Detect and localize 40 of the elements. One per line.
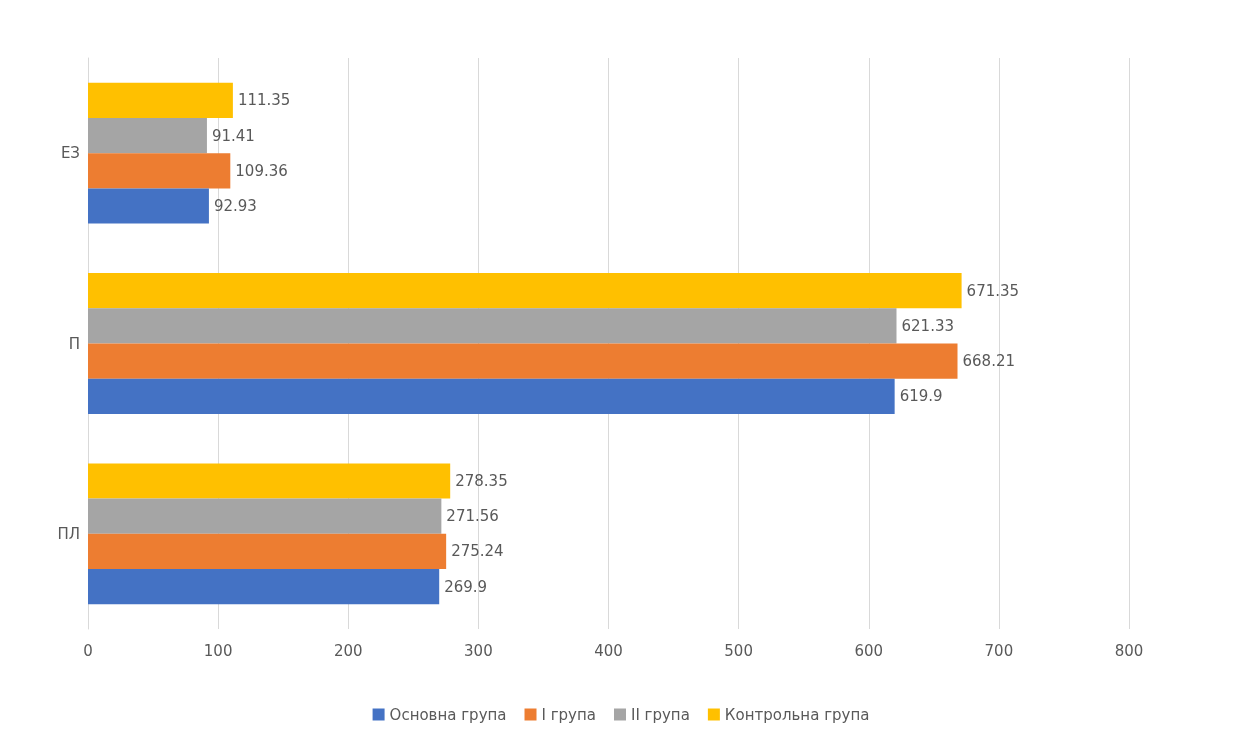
- bar: [88, 153, 231, 189]
- bar: [88, 188, 209, 224]
- data-label: 111.35: [237, 91, 291, 110]
- x-tick-label: 800: [1114, 641, 1144, 660]
- data-label: 668.21: [962, 352, 1016, 371]
- y-tick-label: П: [68, 334, 80, 353]
- x-tick-label: 400: [594, 641, 623, 660]
- y-tick-label: ПЛ: [57, 524, 80, 543]
- data-label: 271.56: [446, 507, 499, 526]
- bar: [88, 117, 207, 154]
- y-tick-label: ЕЗ: [60, 144, 80, 163]
- bar: [88, 463, 451, 499]
- bar: [88, 378, 895, 414]
- data-label: 278.35: [455, 472, 508, 491]
- data-label: 671.35: [966, 281, 1020, 300]
- x-tick-label: 100: [203, 641, 233, 660]
- bar: [88, 273, 962, 309]
- x-tick-label: 200: [333, 641, 363, 660]
- data-label: 109.36: [235, 161, 288, 180]
- x-tick-label: 700: [984, 641, 1014, 660]
- data-label: 621.33: [901, 316, 955, 335]
- legend-label: І група: [541, 705, 596, 724]
- legend-label: Контрольна група: [724, 705, 870, 724]
- data-label: 619.9: [899, 387, 943, 406]
- bar: [88, 498, 442, 534]
- data-label: 269.9: [444, 577, 488, 596]
- data-label: 275.24: [451, 542, 504, 561]
- x-tick-label: 0: [83, 641, 93, 660]
- bar: [88, 569, 440, 605]
- data-label: 91.41: [211, 126, 255, 145]
- legend-label: Основна група: [389, 705, 507, 724]
- bar: [88, 533, 447, 570]
- x-tick-label: 500: [724, 641, 753, 660]
- bar: [88, 343, 958, 379]
- data-label: 92.93: [213, 196, 257, 215]
- x-tick-label: 300: [464, 641, 493, 660]
- legend-label: ІІ група: [630, 705, 690, 724]
- x-tick-label: 600: [854, 641, 884, 660]
- bar: [88, 82, 233, 118]
- bar: [88, 308, 897, 344]
